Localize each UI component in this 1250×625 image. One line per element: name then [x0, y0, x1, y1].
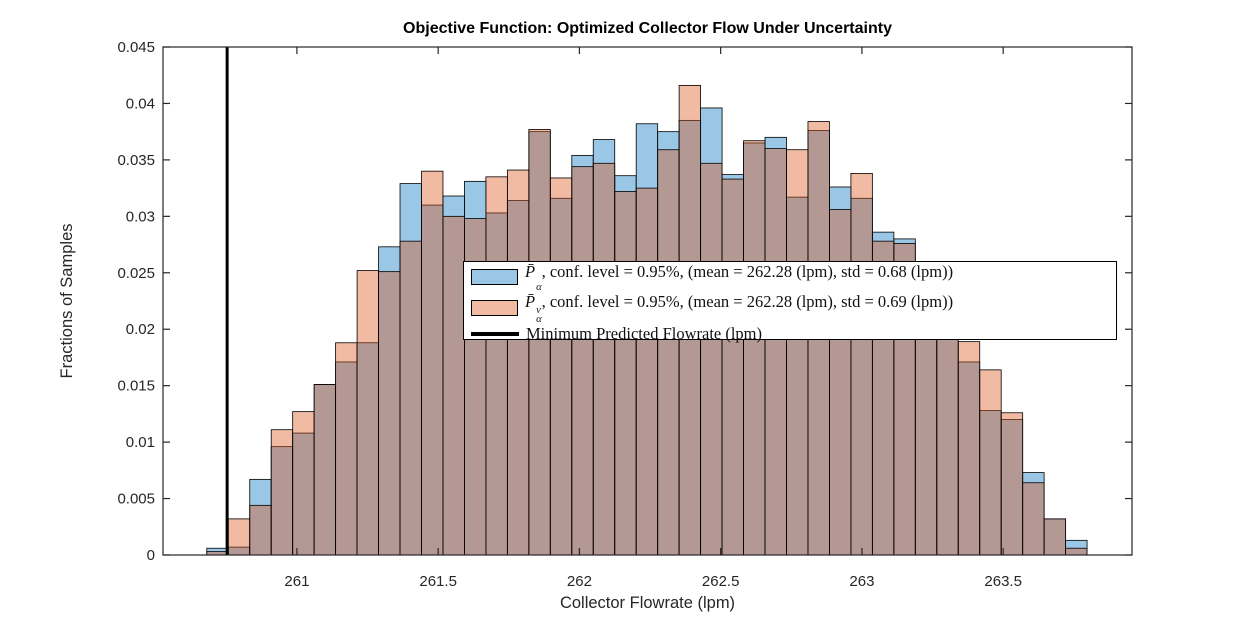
histogram-bar-orange: [227, 518, 251, 556]
legend-swatch-blue: [471, 269, 518, 285]
histogram-bar-orange: [442, 215, 465, 556]
x-axis-label: Collector Flowrate (lpm): [560, 594, 735, 612]
y-tick-label: 0.03: [126, 208, 155, 225]
legend-swatch-orange: [471, 300, 518, 316]
histogram-bar-orange: [356, 270, 379, 556]
y-tick-label: 0.015: [117, 378, 155, 395]
legend-text: Minimum Predicted Flowrate (lpm): [526, 324, 763, 343]
x-tick-label: 262.5: [702, 573, 740, 590]
histogram-bar-orange: [378, 271, 401, 556]
histogram-bar-orange: [592, 162, 616, 556]
histogram-bar-orange: [743, 140, 766, 556]
histogram-bar-orange: [571, 166, 594, 556]
y-tick-label: 0.025: [117, 265, 155, 282]
legend-swatch-line: [471, 332, 519, 336]
histogram-bar-orange: [335, 342, 358, 556]
y-tick-label: 0: [147, 547, 155, 564]
histogram-bar-orange: [485, 176, 508, 556]
histogram-bar-orange: [421, 170, 444, 556]
histogram-bar-orange: [700, 162, 723, 556]
histogram-bar-orange: [957, 341, 981, 556]
legend-text: , conf. level = 0.95%, (mean = 262.28 (l…: [541, 262, 954, 281]
histogram-bar-orange: [657, 149, 680, 556]
x-tick-label: 263: [849, 573, 874, 590]
histogram-bar-orange: [549, 177, 573, 556]
histogram-bar-orange: [313, 384, 337, 556]
x-tick-label: 261: [284, 573, 309, 590]
histogram-bar-orange: [1022, 482, 1045, 556]
x-tick-label: 263.5: [984, 573, 1022, 590]
histogram-bar-orange: [399, 240, 422, 556]
histogram-bar-orange: [249, 504, 272, 556]
y-tick-label: 0.005: [117, 491, 155, 508]
y-tick-label: 0.035: [117, 152, 155, 169]
legend-symbol-scripts: α: [536, 274, 542, 293]
histogram-bar-orange: [979, 369, 1002, 556]
legend-symbol: P̄: [525, 292, 536, 311]
histogram-bar-orange: [635, 187, 659, 556]
legend-sup: v: [536, 305, 541, 316]
legend-box: P̄ α, conf. level = 0.95%, (mean = 262.28…: [463, 261, 1117, 343]
y-tick-label: 0.02: [126, 321, 155, 338]
y-tick-label: 0.04: [126, 95, 155, 112]
legend-item-blue: P̄ α, conf. level = 0.95%, (mean = 262.28…: [464, 262, 1116, 293]
legend-symbol: P̄: [525, 262, 536, 281]
legend-item-orange: P̄ v α, conf. level = 0.95%, (mean = 262.2…: [464, 292, 1116, 325]
histogram-bar-orange: [292, 411, 315, 556]
legend-item-vline: Minimum Predicted Flowrate (lpm): [464, 324, 1116, 344]
histogram-bar-orange: [721, 178, 744, 556]
histogram-bar-orange: [270, 429, 294, 556]
histogram-bar-orange: [786, 149, 809, 556]
histogram-bar-orange: [936, 317, 959, 556]
legend-label: P̄ v α, conf. level = 0.95%, (mean = 262.2…: [525, 292, 954, 325]
x-tick-label: 261.5: [419, 573, 457, 590]
histogram-bar-orange: [850, 173, 873, 556]
histogram-bar-orange: [1000, 412, 1024, 556]
y-tick-label: 0.01: [126, 434, 155, 451]
y-axis-label: Fractions of Samples: [58, 224, 76, 379]
legend-sub: α: [536, 282, 542, 293]
axes-frame: [162, 46, 1133, 556]
histogram-bar-orange: [764, 148, 787, 556]
x-tick-label: 262: [567, 573, 592, 590]
y-tick-label: 0.045: [117, 39, 155, 56]
histogram-bar-orange: [614, 191, 637, 556]
legend-text: , conf. level = 0.95%, (mean = 262.28 (l…: [541, 292, 954, 311]
legend-sub: α: [536, 314, 542, 325]
chart-title: Objective Function: Optimized Collector …: [403, 20, 892, 37]
histogram-bar-orange: [1043, 518, 1067, 556]
legend-label: P̄ α, conf. level = 0.95%, (mean = 262.28…: [525, 262, 954, 293]
histogram-bar-orange: [506, 169, 530, 556]
histogram-bar-orange: [1065, 547, 1088, 556]
